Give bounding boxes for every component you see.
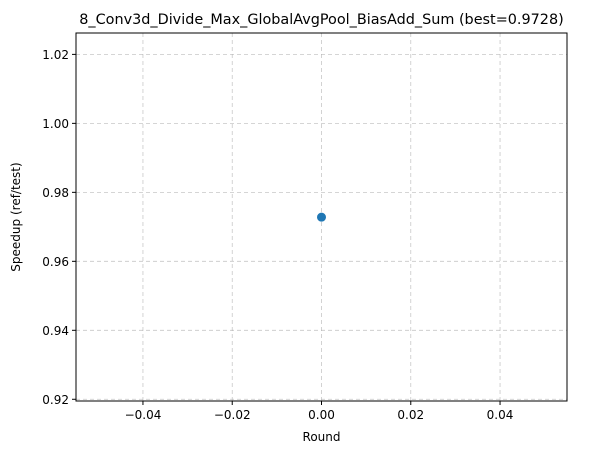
data-points (317, 212, 326, 222)
y-axis-ticks: 0.92 0.94 0.96 0.98 1.00 1.02 (42, 48, 76, 407)
y-tick-label: 0.96 (42, 255, 69, 269)
x-axis-label: Round (303, 430, 341, 444)
x-axis-ticks: −0.04 −0.02 0.00 0.02 0.04 (125, 401, 514, 422)
x-tick-label: 0.04 (487, 408, 514, 422)
data-point (317, 212, 326, 222)
x-tick-label: −0.02 (214, 408, 251, 422)
x-tick-label: −0.04 (125, 408, 162, 422)
x-tick-label: 0.00 (308, 408, 335, 422)
y-axis-label: Speedup (ref/test) (9, 162, 23, 271)
y-tick-label: 1.00 (42, 117, 69, 131)
x-tick-label: 0.02 (397, 408, 424, 422)
y-tick-label: 0.98 (42, 186, 69, 200)
chart-title: 8_Conv3d_Divide_Max_GlobalAvgPool_BiasAd… (79, 12, 563, 28)
y-tick-label: 1.02 (42, 48, 69, 62)
y-tick-label: 0.94 (42, 324, 69, 338)
y-tick-label: 0.92 (42, 393, 69, 407)
